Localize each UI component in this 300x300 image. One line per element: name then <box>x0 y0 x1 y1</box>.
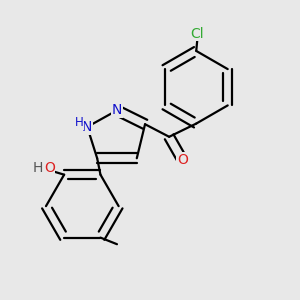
Text: N: N <box>112 103 122 117</box>
Text: H: H <box>32 161 43 175</box>
Text: N: N <box>82 120 92 134</box>
Text: H: H <box>75 116 84 129</box>
Text: O: O <box>44 161 55 175</box>
Text: Cl: Cl <box>191 27 204 41</box>
Text: O: O <box>177 153 188 167</box>
